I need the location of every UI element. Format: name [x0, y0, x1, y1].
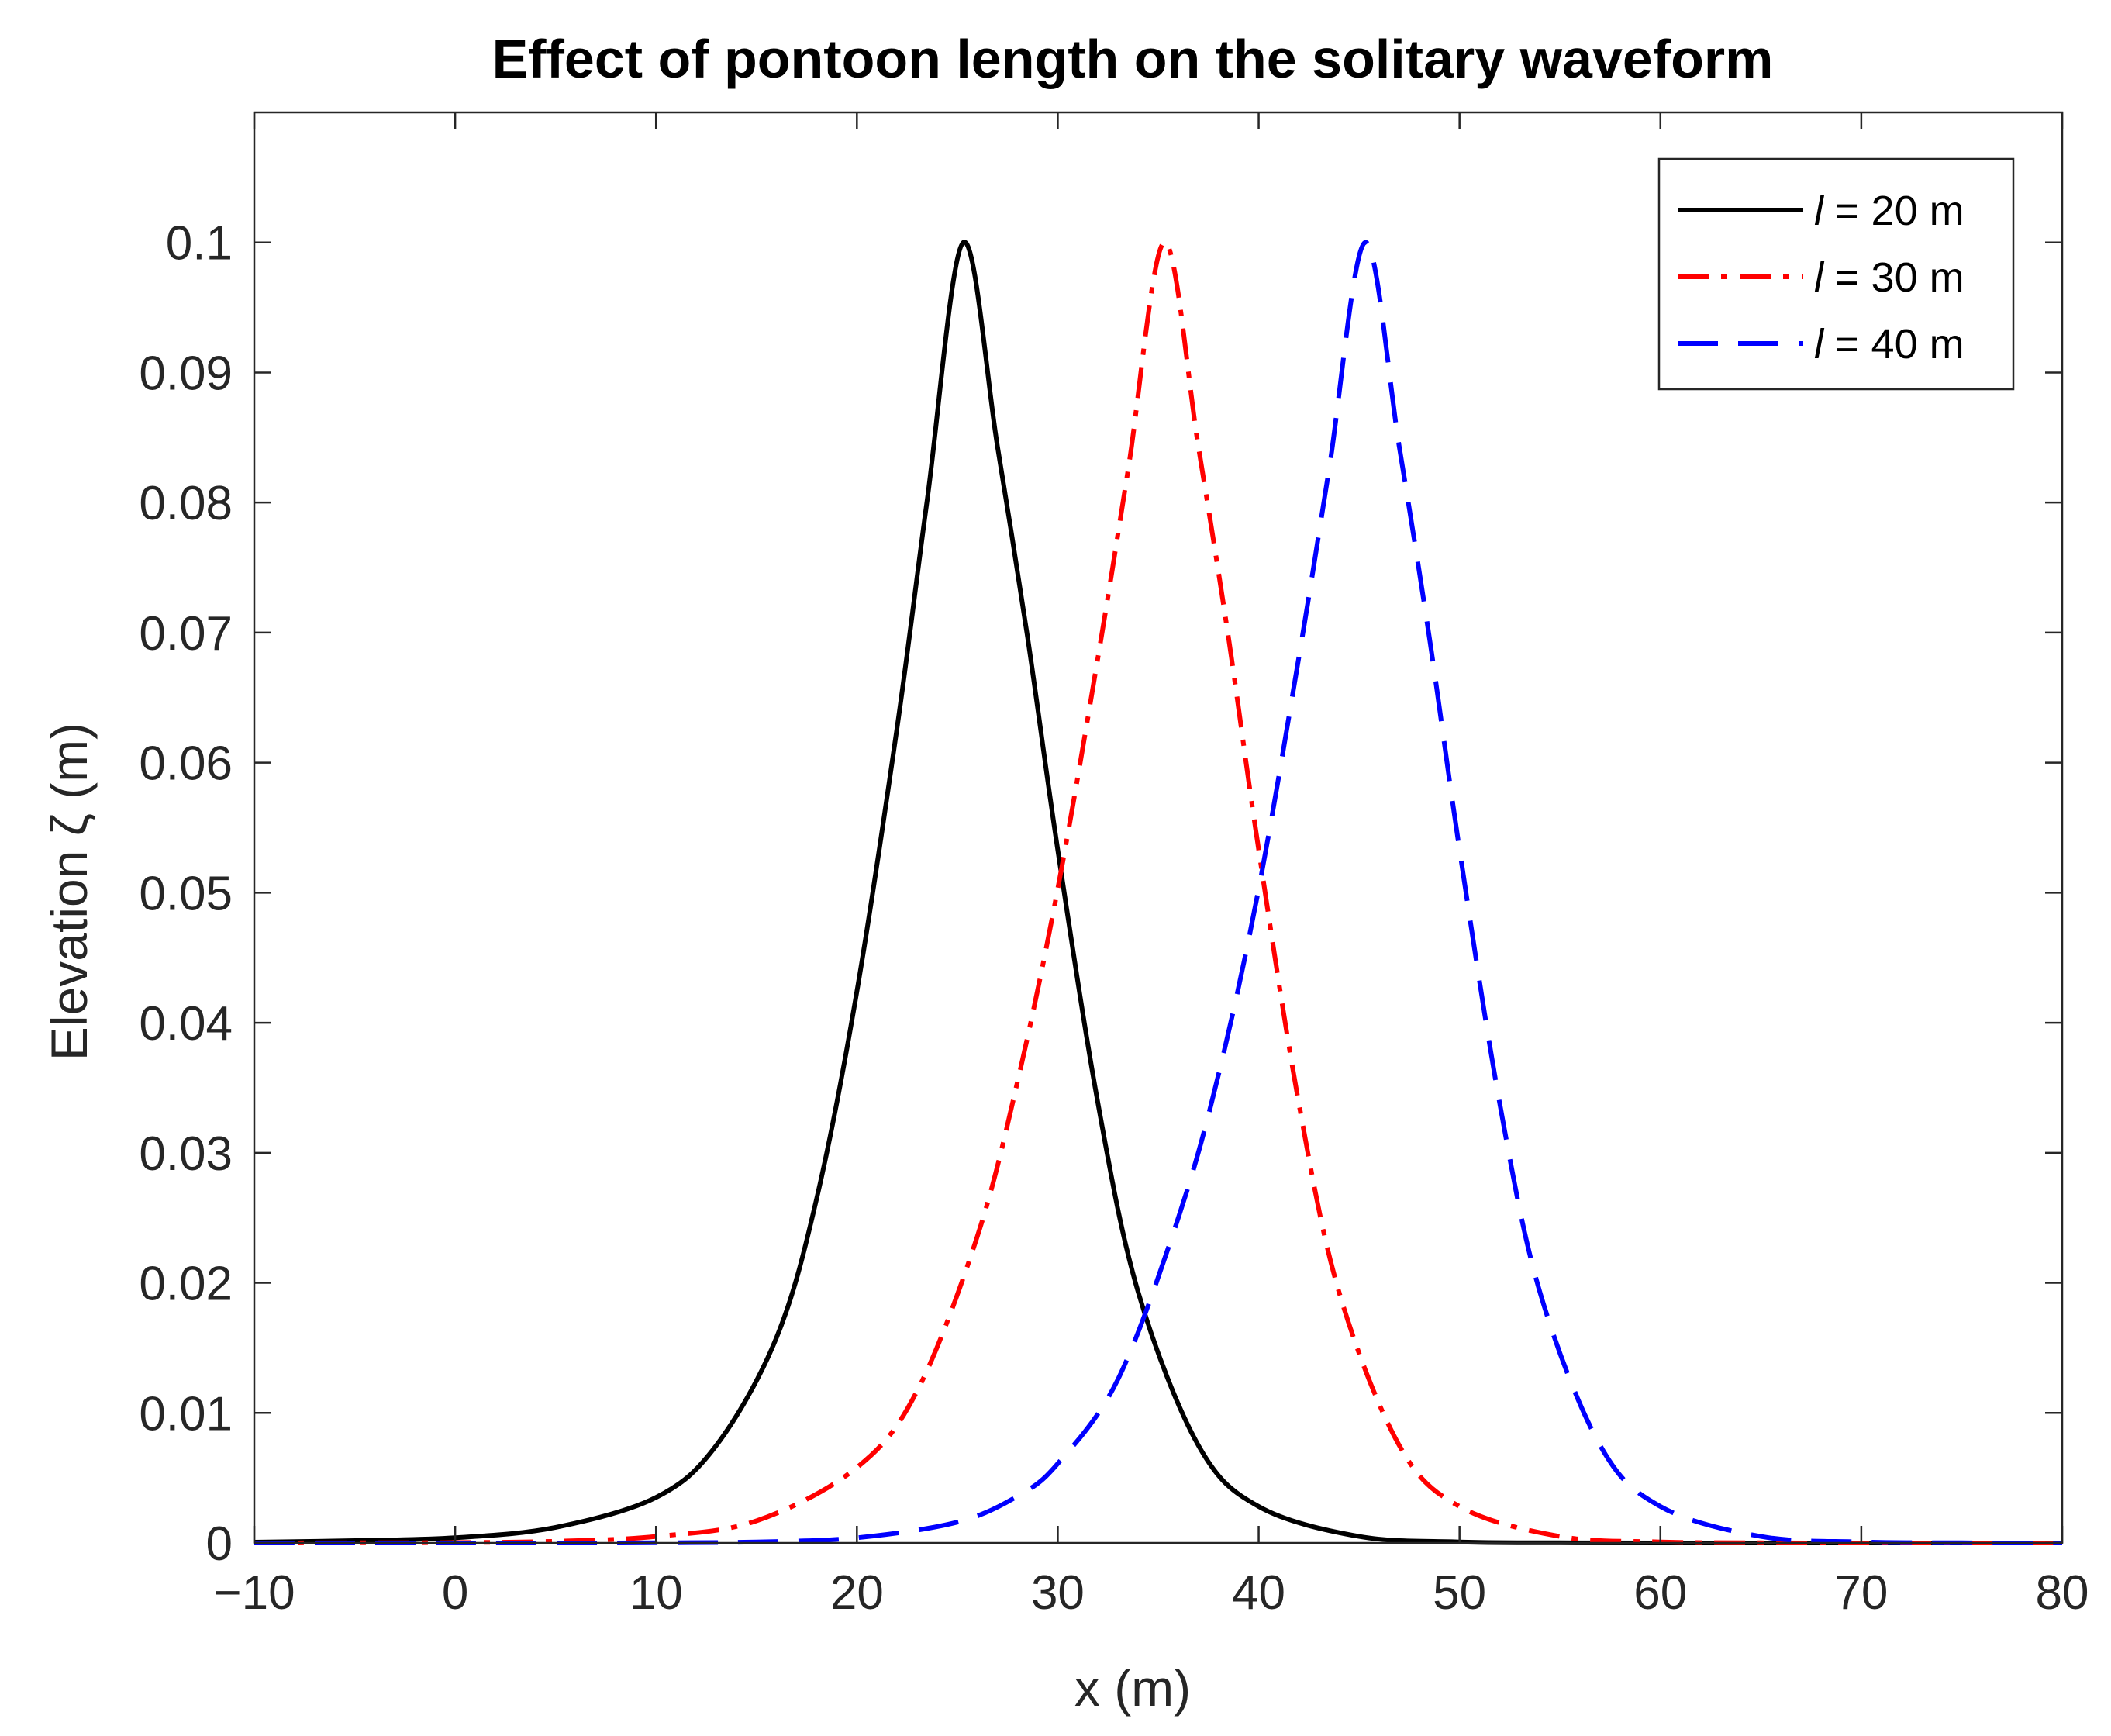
x-tick-label: 80	[2036, 1566, 2089, 1620]
legend-label: l = 40 m	[1814, 321, 1964, 368]
x-tick-label: 60	[1633, 1566, 1687, 1620]
legend: l = 20 m l = 30 m l = 40 m	[1657, 157, 2015, 391]
axes-box	[253, 111, 2064, 1544]
legend-label: l = 20 m	[1814, 188, 1964, 234]
chart-title: Effect of pontoon length on the solitary…	[492, 29, 1774, 89]
x-tick-label: 0	[442, 1566, 468, 1620]
y-tick-label: 0.09	[139, 347, 233, 400]
legend-box	[1657, 157, 2015, 391]
y-tick-label: 0	[206, 1517, 233, 1571]
y-tick-label: 0.03	[139, 1127, 233, 1181]
series-line-2	[254, 240, 2062, 1546]
axes	[253, 111, 2064, 1544]
x-tick-label: 50	[1433, 1566, 1486, 1620]
y-axis-label: Elevation ζ (m)	[40, 723, 98, 1061]
x-tick-label: 10	[630, 1566, 683, 1620]
x-axis-label: x (m)	[1074, 1659, 1191, 1717]
x-tick-label: 20	[830, 1566, 884, 1620]
y-tick-label: 0.01	[139, 1387, 233, 1441]
y-tick-label: 0.05	[139, 867, 233, 920]
y-tick-labels: 0 0.01 0.02 0.03 0.04 0.05 0.06 0.07 0.08 0.09 0.1	[139, 217, 233, 1571]
legend-label: l = 30 m	[1814, 254, 1964, 301]
x-tick-label: 40	[1232, 1566, 1285, 1620]
y-tick-label: 0.08	[139, 477, 233, 530]
series-line-3	[254, 240, 2063, 1546]
y-tick-label: 0.1	[166, 217, 233, 271]
x-tick-label: 30	[1031, 1566, 1085, 1620]
y-tick-label: 0.06	[139, 737, 233, 791]
y-tick-label: 0.07	[139, 607, 233, 661]
y-tick-label: 0.04	[139, 997, 233, 1051]
x-tick-label: −10	[213, 1566, 295, 1620]
y-tick-label: 0.02	[139, 1258, 233, 1311]
x-tick-labels: −10 0 10 20 30 40 50 60 70 80	[213, 1566, 2089, 1620]
x-tick-label: 70	[1834, 1566, 1888, 1620]
